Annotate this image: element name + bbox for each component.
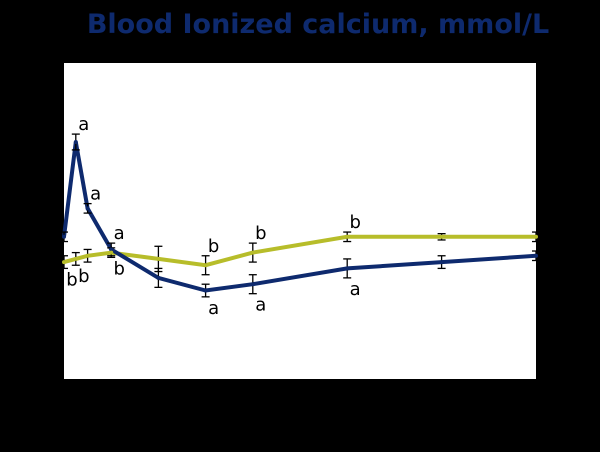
series-1-point: [534, 253, 538, 258]
series-1-point: [109, 247, 114, 252]
series-1-point: [203, 288, 208, 293]
series-2-point: [203, 263, 208, 268]
significance-letter: a: [350, 279, 361, 300]
series-1-point: [62, 234, 66, 239]
significance-letter: a: [208, 298, 219, 319]
chart-title: Blood Ionized calcium, mmol/L: [87, 9, 549, 40]
significance-letter: b: [78, 266, 89, 287]
series-1-point: [439, 260, 444, 265]
series-1-point: [250, 282, 255, 287]
series-2-line: [63, 234, 536, 268]
series-1-point: [156, 275, 161, 280]
series-2-point: [345, 234, 350, 239]
series-2-point: [156, 256, 161, 261]
significance-letter: a: [78, 114, 89, 135]
series-2-point: [439, 234, 444, 239]
series-1-point: [345, 266, 350, 271]
significance-letter: a: [90, 184, 101, 205]
significance-letter: a: [114, 223, 125, 244]
series-2-point: [85, 253, 90, 258]
series-2-point: [109, 250, 114, 255]
series-2-point: [250, 250, 255, 255]
plot-area: [64, 63, 536, 379]
significance-letter: b: [113, 258, 124, 279]
series-1-line: [62, 141, 537, 293]
series-2-point: [62, 260, 66, 265]
series-2-point: [73, 256, 78, 261]
significance-letter: b: [349, 212, 360, 233]
significance-letter: b: [208, 236, 219, 257]
series-2-point: [534, 234, 538, 239]
significance-letter: b: [255, 223, 266, 244]
series-1-point: [73, 140, 78, 144]
series-1-point: [85, 206, 90, 211]
significance-letter: a: [255, 295, 266, 316]
significance-letter: b: [66, 269, 77, 290]
